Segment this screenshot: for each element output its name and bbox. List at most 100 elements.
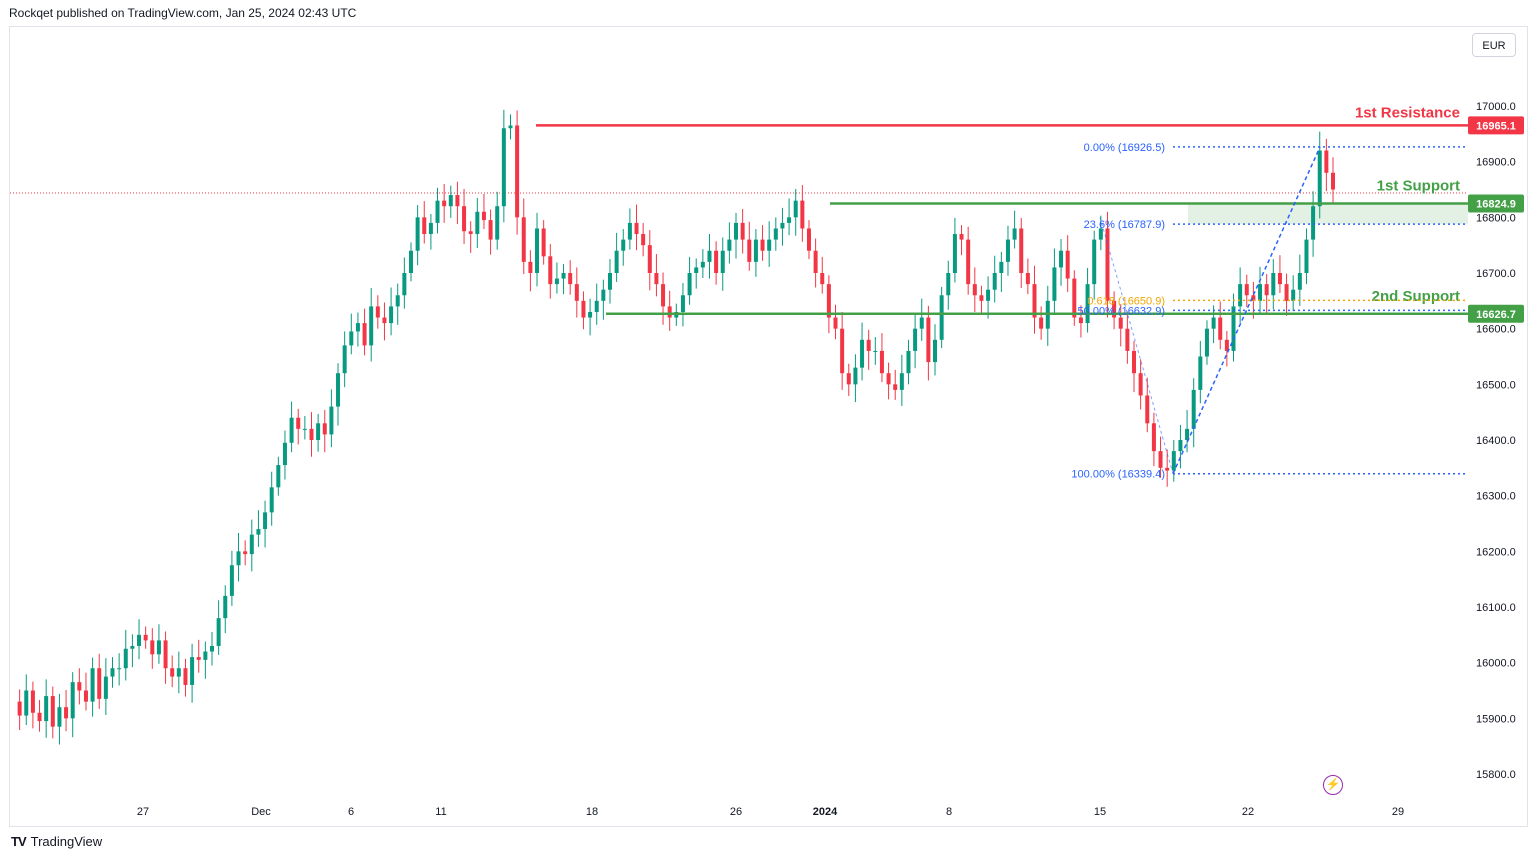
candle-body (302, 428, 307, 430)
candle-body (415, 217, 420, 251)
candle-body (44, 696, 49, 722)
y-tick-label: 15800.0 (1476, 769, 1516, 781)
candle-body (879, 350, 884, 374)
candle-body (1105, 228, 1110, 301)
candle-body (680, 295, 685, 312)
candle-body (163, 640, 168, 669)
candle-body (767, 239, 772, 251)
candle-body (389, 306, 394, 324)
candle-body (150, 640, 155, 655)
candle-body (946, 273, 951, 296)
candle-body (607, 273, 612, 290)
candle-body (1005, 239, 1010, 262)
candle-body (780, 222, 785, 229)
y-tick-label: 17000.0 (1476, 101, 1516, 113)
support-zone (1188, 203, 1468, 225)
candle-body (1025, 273, 1030, 285)
candle-body (866, 339, 871, 351)
x-tick-label: 2024 (813, 806, 838, 818)
candle-body (846, 373, 851, 385)
candle-body (1251, 295, 1256, 301)
candle-body (137, 634, 142, 646)
candle-body (123, 648, 128, 669)
fib-label: 0.618 (16650.9) (1087, 295, 1165, 307)
candle-body (57, 707, 62, 727)
candle-body (899, 373, 904, 390)
candle-body (1191, 389, 1196, 429)
y-tick-label: 16900.0 (1476, 157, 1516, 169)
candle-body (256, 529, 261, 535)
candle-body (83, 690, 88, 702)
candle-body (1085, 284, 1090, 324)
candle-body (296, 417, 301, 429)
level-label: 2nd Support (1372, 288, 1460, 305)
candle-body (972, 284, 977, 296)
candle-body (568, 273, 573, 285)
candle-body (654, 273, 659, 285)
candle-body (919, 317, 924, 329)
x-tick-label: 8 (946, 806, 952, 818)
tradingview-brand[interactable]: TV TradingView (11, 834, 102, 849)
candle-body (1284, 284, 1289, 301)
candle-body (581, 300, 586, 318)
candle-body (687, 273, 692, 296)
brand-name: TradingView (30, 834, 103, 849)
x-tick-label: 11 (435, 806, 446, 818)
candle-body (521, 217, 526, 262)
candle-body (223, 595, 228, 619)
candle-body (641, 234, 646, 246)
currency-button[interactable]: EUR (1472, 33, 1516, 57)
candle-body (999, 261, 1004, 273)
candle-body (574, 284, 579, 301)
y-tick-label: 16600.0 (1476, 324, 1516, 336)
candle-body (1158, 451, 1163, 468)
candle-body (966, 239, 971, 285)
candle-body (481, 211, 486, 221)
candle-body (30, 690, 35, 713)
candle-body (826, 284, 831, 318)
candle-body (594, 300, 599, 312)
candle-body (263, 512, 268, 530)
candle-body (1211, 317, 1216, 329)
candle-body (647, 245, 652, 273)
lightning-icon[interactable]: ⚡ (1323, 775, 1343, 795)
x-tick-label: 6 (348, 806, 354, 818)
candle-body (1311, 206, 1316, 240)
candle-body (1151, 423, 1156, 452)
candle-body (336, 373, 341, 407)
candle-body (110, 668, 115, 677)
candle-body (209, 645, 214, 652)
candle-body (621, 239, 626, 251)
candle-body (196, 657, 201, 660)
candle-body (1244, 284, 1249, 296)
candle-body (428, 222, 433, 235)
y-tick-label: 16700.0 (1476, 268, 1516, 280)
y-tick-label: 16500.0 (1476, 379, 1516, 391)
candle-body (1138, 373, 1143, 396)
candle-body (156, 640, 161, 655)
candle-body (700, 261, 705, 268)
candle-body (1331, 172, 1335, 190)
price-tag-label: 16965.1 (1476, 120, 1516, 132)
candle-body (614, 250, 619, 273)
candle-body (1132, 350, 1137, 374)
candle-body (979, 295, 984, 301)
candle-body (77, 682, 82, 691)
candle-body (37, 712, 42, 722)
candle-body (216, 618, 221, 646)
candle-body (893, 384, 898, 390)
candle-body (1012, 228, 1017, 240)
candle-body (1291, 289, 1296, 301)
candle-body (720, 250, 725, 273)
fib-label: 50.00% (16632.9) (1078, 305, 1165, 317)
candle-body (90, 668, 95, 702)
candle-body (806, 228, 811, 251)
candle-body (667, 306, 672, 318)
candle-body (17, 701, 22, 716)
candle-body (820, 273, 825, 285)
candle-body (349, 331, 354, 346)
candle-body (952, 234, 957, 273)
candle-body (1171, 451, 1176, 471)
candle-body (289, 417, 294, 443)
